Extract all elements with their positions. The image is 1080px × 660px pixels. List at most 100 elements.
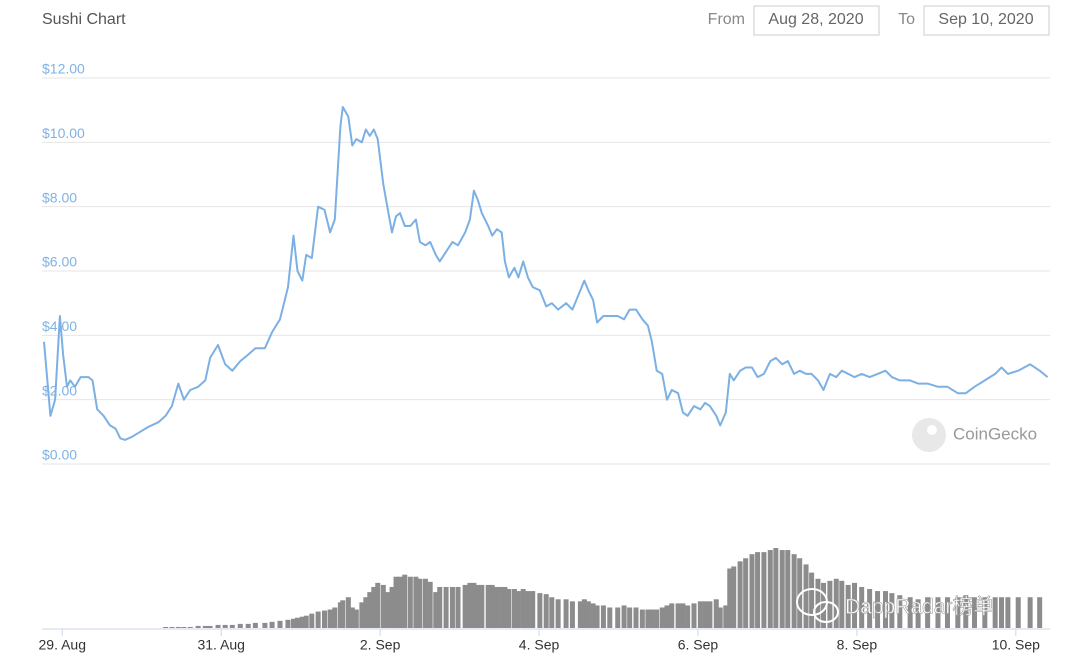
volume-bar (633, 607, 639, 628)
volume-bar (322, 610, 328, 628)
volume-bar (883, 591, 889, 628)
volume-bar (889, 593, 895, 628)
volume-bar (245, 623, 251, 628)
volume-bar (353, 609, 359, 628)
volume-bar (773, 548, 779, 628)
volume-bar (839, 580, 845, 628)
volume-bar (237, 623, 243, 628)
volume-bar (479, 584, 485, 628)
volume-bar (475, 584, 481, 628)
volume-bar (581, 599, 587, 628)
from-date[interactable]: Aug 28, 2020 (768, 11, 863, 28)
from-label: From (708, 11, 745, 28)
y-tick-label: $10.00 (42, 125, 85, 141)
volume-bar (827, 580, 833, 628)
volume-bar (384, 592, 390, 628)
volume-bar (269, 621, 275, 628)
volume-bar (845, 584, 851, 628)
volume-bar (285, 619, 291, 628)
volume-bar (915, 599, 921, 628)
volume-bar (723, 605, 729, 628)
volume-bar (367, 592, 373, 628)
volume-bar (669, 603, 675, 628)
volume-bar (833, 578, 839, 628)
volume-bar (202, 625, 208, 628)
volume-bar (485, 584, 491, 628)
volume-bar (402, 574, 408, 628)
volume-bar (590, 603, 596, 628)
y-tick-label: $6.00 (42, 254, 77, 270)
volume-bar (359, 602, 365, 628)
volume-bar (659, 607, 665, 628)
volume-bar (291, 618, 297, 628)
volume-bar (702, 601, 708, 628)
chart-title: Sushi Chart (42, 11, 126, 28)
x-tick-label: 29. Aug (39, 637, 87, 653)
to-date[interactable]: Sep 10, 2020 (938, 11, 1033, 28)
x-tick-label: 8. Sep (837, 637, 878, 653)
volume-bar (506, 589, 512, 628)
volume-bar (163, 626, 169, 628)
volume-bar (600, 605, 606, 628)
volume-bar (944, 597, 950, 628)
volume-bar (999, 597, 1005, 628)
volume-bar (407, 576, 413, 628)
volume-bar (555, 599, 561, 628)
watermark: DappRadar榜单 (845, 596, 994, 619)
x-tick-label: 2. Sep (360, 637, 401, 653)
volume-bar (309, 613, 315, 628)
volume-bar (577, 601, 583, 628)
volume-bar (449, 586, 455, 628)
volume-bar (262, 622, 268, 628)
volume-bar (525, 591, 531, 628)
volume-bar (303, 615, 309, 628)
volume-bar (207, 625, 213, 628)
volume-bar (594, 605, 600, 628)
price-line (43, 106, 1049, 441)
from-input[interactable] (753, 5, 880, 36)
to-label: To (898, 11, 915, 28)
x-tick-label: 10. Sep (992, 637, 1040, 653)
to-input[interactable] (923, 5, 1050, 36)
volume-bar (992, 597, 998, 628)
volume-bar (680, 603, 686, 628)
volume-bar (299, 616, 305, 628)
volume-bar (852, 582, 858, 628)
volume-bar (1027, 597, 1033, 628)
x-tick-label: 4. Sep (519, 637, 560, 653)
volume-bar (537, 593, 543, 628)
volume-bar (520, 589, 526, 628)
x-tick-label: 6. Sep (678, 637, 719, 653)
volume-bar (471, 582, 477, 628)
volume-bar (499, 586, 505, 628)
volume-bar (277, 620, 283, 628)
volume-bar (727, 568, 733, 628)
volume-bar (779, 550, 785, 628)
volume-bar (433, 592, 439, 628)
volume-bar (195, 625, 201, 628)
volume-bar (761, 552, 767, 628)
volume-bar (585, 601, 591, 628)
volume-bar (785, 550, 791, 628)
volume-bar (489, 584, 495, 628)
volume-bar (897, 595, 903, 628)
volume-bar (639, 609, 645, 628)
volume-bar (345, 597, 351, 628)
volume-bar (443, 586, 449, 628)
volume-bar (743, 558, 749, 628)
volume-bar (315, 611, 321, 628)
volume-bar (332, 607, 338, 628)
volume-bar (935, 597, 941, 628)
volume-bar (215, 624, 221, 628)
volume-bar (455, 586, 461, 628)
volume-bar (749, 554, 755, 628)
volume-bar (963, 595, 969, 628)
volume-bar (175, 626, 181, 628)
volume-bar (707, 601, 713, 628)
volume-bar (691, 603, 697, 628)
volume-bar (417, 578, 423, 628)
y-tick-label: $0.00 (42, 447, 77, 463)
volume-bar (621, 605, 627, 628)
y-tick-label: $8.00 (42, 189, 77, 205)
